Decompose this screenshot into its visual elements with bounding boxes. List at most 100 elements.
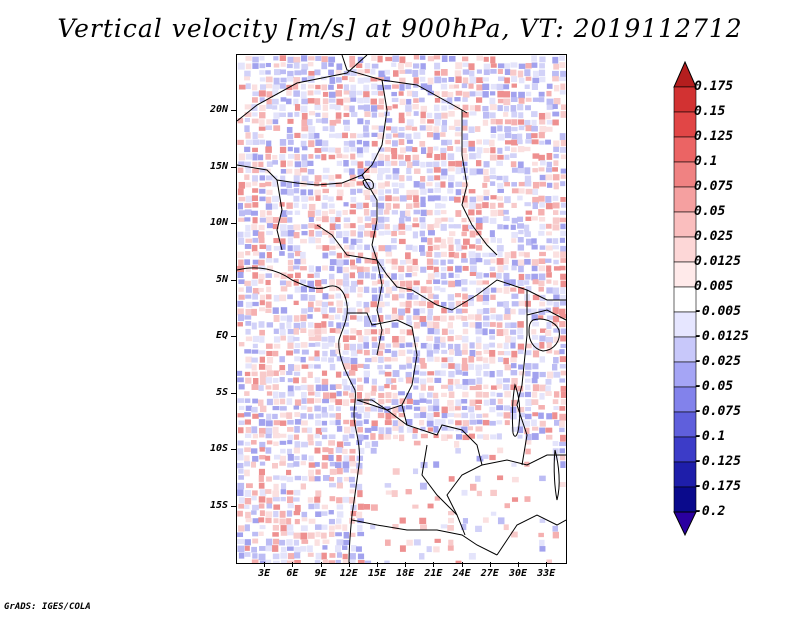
velocity-cell: [272, 119, 279, 125]
velocity-cell: [427, 245, 433, 252]
velocity-cell: [238, 503, 245, 509]
velocity-cell: [349, 370, 356, 376]
velocity-cell: [335, 112, 342, 119]
velocity-cell: [265, 175, 273, 181]
velocity-cell: [412, 223, 420, 228]
velocity-cell: [448, 329, 454, 335]
velocity-cell: [433, 146, 439, 151]
velocity-cell: [259, 454, 266, 460]
velocity-cell: [293, 377, 299, 384]
velocity-cell: [244, 455, 250, 463]
velocity-cell: [251, 384, 259, 390]
velocity-cell: [419, 357, 426, 364]
velocity-cell: [490, 209, 497, 217]
velocity-cell: [259, 188, 266, 194]
velocity-cell: [350, 280, 358, 287]
velocity-cell: [357, 434, 364, 442]
velocity-cell: [560, 223, 566, 230]
velocity-cell: [335, 406, 341, 412]
velocity-cell: [392, 280, 399, 288]
velocity-cell: [363, 140, 370, 148]
velocity-cell: [349, 489, 356, 494]
velocity-cell: [546, 119, 554, 125]
velocity-cell: [560, 181, 566, 187]
colorbar-segment: [673, 336, 697, 363]
velocity-cell: [518, 273, 525, 281]
velocity-cell: [279, 280, 287, 286]
velocity-cell: [307, 552, 314, 557]
colorbar-value-label: -0.05: [694, 379, 734, 394]
velocity-cell: [335, 314, 341, 320]
velocity-cell: [329, 265, 335, 272]
velocity-cell: [329, 328, 337, 333]
velocity-cell: [328, 531, 335, 537]
velocity-cell: [252, 377, 259, 385]
velocity-cell: [398, 139, 405, 146]
velocity-cell: [524, 461, 530, 467]
velocity-cell: [511, 126, 518, 132]
velocity-cell: [371, 153, 378, 161]
velocity-cell: [314, 364, 321, 369]
velocity-cell: [545, 378, 552, 385]
velocity-cell: [391, 231, 397, 237]
velocity-cell: [462, 140, 469, 148]
velocity-cell: [447, 307, 454, 313]
velocity-cell: [455, 384, 463, 389]
velocity-cell: [448, 371, 455, 378]
velocity-field: [237, 55, 566, 563]
velocity-cell: [454, 224, 461, 229]
velocity-cell: [357, 252, 364, 259]
velocity-cell: [441, 384, 448, 389]
velocity-cell: [434, 154, 441, 161]
velocity-cell: [335, 182, 343, 187]
velocity-cell: [525, 216, 532, 221]
velocity-cell: [455, 434, 463, 440]
lon-tick-label: 21E: [424, 568, 443, 579]
velocity-cell: [532, 384, 540, 392]
velocity-cell: [244, 391, 250, 396]
velocity-cell: [293, 405, 300, 410]
lon-tick: [461, 562, 463, 567]
velocity-cell: [503, 224, 509, 230]
velocity-cell: [433, 161, 440, 168]
velocity-cell: [357, 133, 364, 138]
velocity-cell: [294, 441, 301, 448]
velocity-cell: [441, 413, 448, 419]
velocity-cell: [349, 105, 355, 113]
velocity-cell: [405, 280, 413, 288]
velocity-cell: [504, 132, 512, 139]
velocity-cell: [413, 385, 419, 390]
velocity-cell: [350, 238, 357, 245]
velocity-cell: [420, 118, 426, 124]
velocity-cell: [385, 398, 392, 403]
velocity-cell: [392, 335, 399, 343]
velocity-cell: [426, 377, 434, 383]
velocity-cell: [328, 91, 336, 98]
velocity-cell: [539, 216, 546, 222]
velocity-cell: [384, 280, 390, 287]
velocity-cell: [559, 55, 565, 61]
velocity-cell: [462, 77, 469, 85]
velocity-cell: [427, 56, 435, 62]
velocity-cell: [440, 251, 447, 257]
velocity-cell: [349, 448, 356, 454]
velocity-cell: [343, 455, 349, 462]
velocity-cell: [524, 420, 531, 427]
velocity-cell: [336, 252, 343, 259]
velocity-cell: [279, 510, 286, 518]
velocity-cell: [237, 413, 245, 418]
velocity-cell: [531, 55, 537, 62]
velocity-cell: [371, 349, 378, 356]
velocity-cell: [385, 343, 392, 348]
velocity-cell: [405, 300, 412, 308]
velocity-cell: [258, 413, 264, 418]
velocity-cell: [308, 203, 316, 211]
velocity-cell: [377, 167, 385, 175]
velocity-cell: [308, 532, 315, 539]
velocity-cell: [314, 447, 321, 454]
border-line: [356, 399, 408, 426]
velocity-cell: [440, 238, 446, 245]
velocity-cell: [328, 56, 336, 63]
velocity-cell: [511, 231, 519, 238]
border-line: [361, 79, 388, 176]
